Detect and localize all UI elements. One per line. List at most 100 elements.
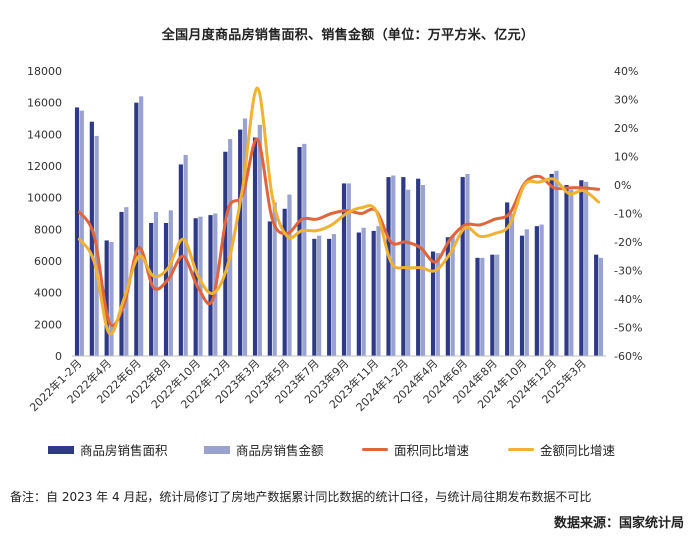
area-bar [386,177,391,356]
legend-swatch-area-line [362,448,388,451]
amount-bar [465,173,470,356]
legend-label-area-line: 面积同比增速 [394,443,470,458]
left-y-tick-label: 6000 [34,255,62,268]
area-bar [371,230,376,356]
right-y-tick-label: 40% [614,65,638,78]
amount-bar [420,185,426,356]
amount-bar [79,110,84,356]
legend-label-amount-bar: 商品房销售金额 [236,443,324,458]
area-bar [356,232,361,356]
legend-item-area-line: 面积同比增速 [362,440,469,459]
amount-bar [153,211,159,356]
area-bar [104,240,109,356]
area-bar [445,237,450,356]
amount-bar [480,257,485,356]
line-series [77,86,601,336]
x-axis: 2022年1-2月2022年4月2022年6月2022年8月2022年10月20… [27,355,606,414]
footnote: 备注：自 2023 年 4 月起，统计局修订了房地产数据累计同比数据的统计口径，… [10,490,592,504]
right-y-axis: -60% -50% -40% -30% -20% -10% 0% 10% 20% 30% 40% [614,65,642,363]
left-y-tick-label: 2000 [34,318,62,331]
right-y-tick-label: -60% [614,350,642,363]
left-y-tick-label: 10000 [27,192,62,205]
right-y-tick-label: 0% [614,179,631,192]
area-bar [193,218,198,356]
amount-bar [524,229,529,356]
area-bar [297,147,302,356]
area-bar [74,107,80,356]
amount-bar [346,183,351,356]
amount-bar [228,139,233,356]
area-bar [178,164,183,356]
amount-bar [242,118,248,356]
legend-swatch-amount-line [508,448,534,451]
area-bar [430,251,436,356]
area-bar [564,185,569,356]
amount-bar [317,235,322,356]
amount-bar [539,224,544,356]
area-bar [223,151,228,356]
area-bar [163,223,169,356]
area-bar [490,254,495,356]
left-y-tick-label: 0 [55,350,62,363]
amount-bar [406,189,411,356]
amount-bar [257,124,262,356]
amount-bar [435,253,440,356]
amount-growth-line [77,86,601,336]
area-bar [505,202,510,356]
area-bar [460,177,465,356]
legend-swatch-area-bar [48,445,74,454]
right-y-tick-label: -20% [614,236,642,249]
legend-swatch-amount-bar [204,445,230,454]
right-y-tick-label: 10% [614,151,638,164]
amount-bar [495,254,500,356]
legend: 商品房销售面积 商品房销售金额 面积同比增速 金额同比增速 [0,440,696,462]
left-y-tick-label: 18000 [27,65,62,78]
left-y-tick-label: 8000 [34,223,62,236]
area-bar [134,102,139,356]
legend-item-amount-bar: 商品房销售金额 [204,440,324,459]
right-y-tick-label: -30% [614,265,642,278]
amount-bar [376,226,381,356]
area-bar [534,226,539,356]
legend-label-area-bar: 商品房销售面积 [80,443,168,458]
amount-bar [168,210,173,356]
left-y-tick-label: 14000 [27,128,62,141]
area-bar [119,211,124,356]
right-y-tick-label: -50% [614,322,642,335]
chart-title: 全国月度商品房销售面积、销售金额（单位：万平方米、亿元） [161,28,535,43]
left-y-tick-label: 12000 [27,160,62,173]
data-source: 数据来源：国家统计局 [553,516,684,531]
area-bar [282,208,287,356]
amount-bar [124,207,129,356]
amount-bar [139,96,144,356]
amount-bar [569,189,574,356]
area-bar [475,257,480,356]
amount-bar [331,234,337,356]
amount-bar [509,213,515,356]
amount-bar [584,181,589,356]
legend-item-amount-line: 金额同比增速 [508,440,615,459]
area-bar [89,121,94,356]
area-bar [149,223,154,356]
amount-bar [287,194,292,356]
area-bar [594,254,599,356]
left-y-tick-label: 4000 [34,287,62,300]
area-bar [267,221,272,356]
area-bar [579,180,584,356]
right-y-tick-label: 30% [614,94,638,107]
amount-bar [450,235,455,356]
area-bar [252,137,258,356]
amount-bar [109,242,114,356]
right-y-tick-label: -40% [614,293,642,306]
amount-bar [302,143,307,356]
amount-bar [183,154,188,356]
area-growth-line [77,137,601,328]
right-y-tick-label: -10% [614,208,642,221]
left-y-axis: 0 2000 4000 6000 8000 10000 12000 14000 16000 180… [27,65,62,363]
amount-bar [598,257,604,356]
area-bar [519,235,525,356]
area-bar [341,183,347,356]
area-bar [208,215,213,356]
amount-bar [198,216,203,356]
amount-bar [272,202,277,356]
